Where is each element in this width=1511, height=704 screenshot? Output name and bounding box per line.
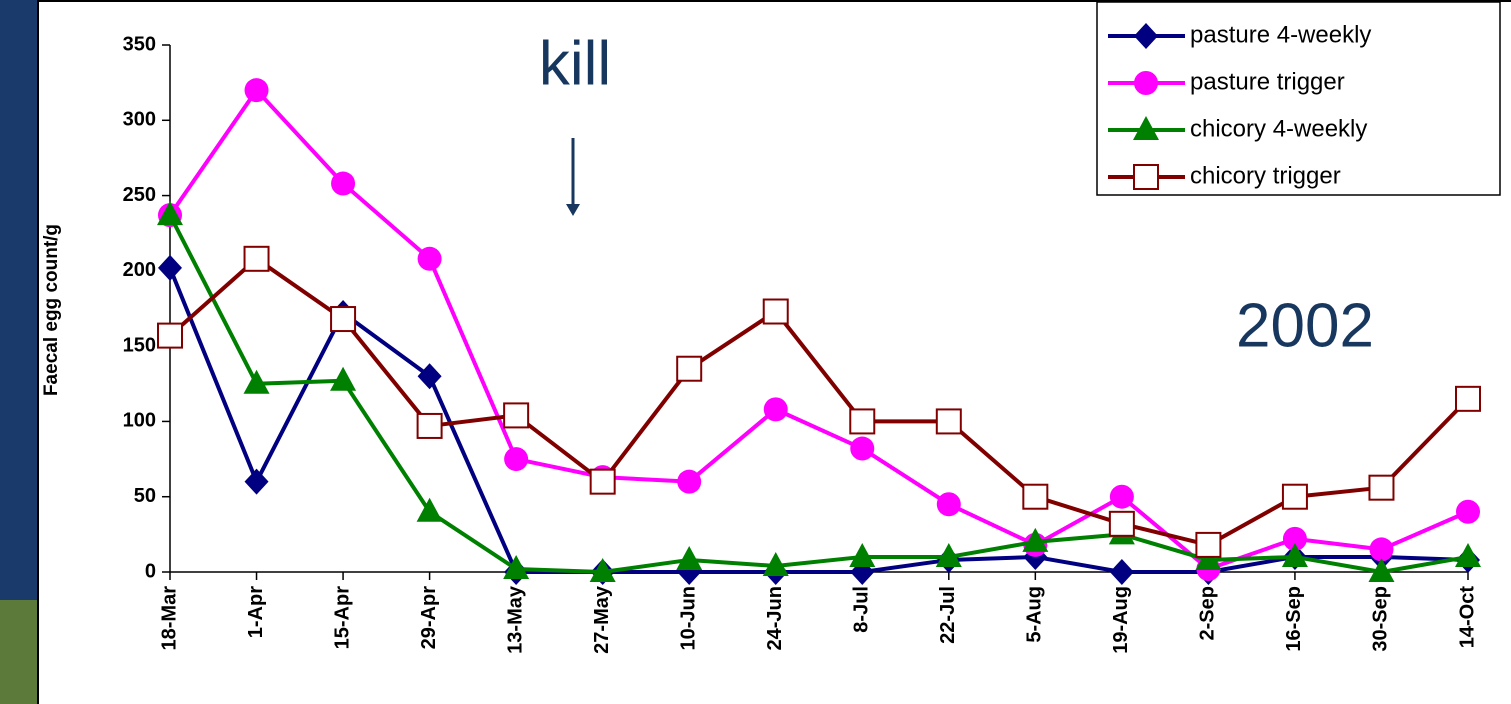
- data-point: [503, 554, 530, 579]
- data-point: [416, 497, 443, 522]
- data-point: [1195, 545, 1222, 570]
- data-point: [935, 542, 962, 567]
- data-point: [1455, 385, 1481, 412]
- x-tick-label: 8-Jul: [851, 586, 873, 633]
- data-point: [763, 397, 788, 422]
- series-line: [168, 267, 1469, 574]
- data-point: [1368, 474, 1395, 501]
- x-tick-label: 30-Sep: [1370, 586, 1392, 652]
- data-point: [330, 306, 357, 333]
- x-tick-label: 29-Apr: [418, 586, 440, 650]
- data-point: [243, 245, 270, 272]
- series-line: [168, 256, 1470, 547]
- data-point: [1109, 559, 1134, 585]
- x-tick-label: 16-Sep: [1283, 586, 1305, 652]
- x-tick-label: 24-Jun: [764, 586, 786, 650]
- data-point: [1108, 510, 1135, 537]
- legend-marker: [1133, 164, 1159, 190]
- data-point: [762, 298, 789, 325]
- side-image: [0, 600, 38, 704]
- arrow-head: [566, 204, 580, 216]
- legend-label: chicory trigger: [1190, 162, 1341, 189]
- legend-marker: [1134, 71, 1158, 95]
- data-point: [849, 542, 876, 567]
- data-point: [157, 322, 183, 349]
- data-point: [589, 558, 616, 582]
- data-point: [589, 468, 616, 495]
- data-point: [1368, 558, 1395, 582]
- data-point: [1022, 483, 1049, 510]
- x-tick-label: 14-Oct: [1456, 586, 1478, 649]
- x-tick-label: 13-May: [504, 585, 526, 654]
- data-point: [244, 468, 269, 495]
- legend-label: pasture 4-weekly: [1190, 21, 1371, 48]
- data-point: [1369, 537, 1394, 562]
- data-point: [1281, 483, 1308, 510]
- y-tick-label: 100: [123, 410, 156, 432]
- data-point: [1455, 542, 1481, 567]
- data-point: [503, 402, 530, 429]
- data-point: [762, 551, 789, 576]
- legend-marker: [1133, 116, 1159, 140]
- data-point: [1456, 499, 1480, 524]
- series-line: [168, 88, 1469, 571]
- legend-marker: [1134, 23, 1158, 49]
- y-tick-label: 350: [123, 33, 156, 55]
- data-point: [936, 492, 961, 517]
- y-tick-label: 200: [123, 259, 156, 281]
- x-tick-label: 2-Sep: [1197, 586, 1219, 640]
- data-point: [416, 412, 443, 439]
- data-point: [1282, 526, 1307, 551]
- x-tick-label: 1-Apr: [245, 586, 267, 638]
- data-point: [1281, 542, 1308, 567]
- legend-label: chicory 4-weekly: [1190, 115, 1367, 142]
- side-band: [0, 0, 38, 600]
- y-tick-label: 300: [123, 109, 156, 131]
- data-point: [676, 355, 703, 382]
- y-tick-label: 150: [123, 334, 156, 356]
- data-point: [158, 254, 182, 281]
- y-tick-label: 0: [145, 560, 156, 582]
- data-point: [157, 201, 183, 226]
- data-point: [676, 545, 703, 570]
- data-point: [935, 408, 962, 435]
- y-tick-label: 250: [123, 184, 156, 206]
- data-point: [331, 171, 356, 196]
- y-axis-label: Faecal egg count/g: [41, 224, 62, 396]
- x-tick-label: 15-Apr: [331, 586, 353, 650]
- data-point: [330, 366, 357, 391]
- data-point: [1195, 531, 1222, 558]
- data-point: [850, 436, 875, 461]
- data-point: [243, 369, 270, 394]
- series-line: [168, 214, 1469, 574]
- x-tick-label: 19-Aug: [1110, 586, 1132, 654]
- x-tick-label: 18-Mar: [158, 586, 180, 651]
- data-point: [417, 246, 442, 271]
- x-tick-label: 22-Jul: [937, 586, 959, 644]
- data-point: [244, 78, 269, 103]
- y-tick-label: 50: [134, 485, 156, 507]
- x-tick-label: 5-Aug: [1024, 586, 1046, 643]
- data-point: [417, 363, 442, 390]
- x-tick-label: 10-Jun: [677, 586, 699, 650]
- data-point: [1109, 484, 1134, 509]
- annotation: 2002: [1236, 291, 1374, 360]
- data-point: [677, 469, 702, 494]
- data-point: [849, 408, 876, 435]
- data-point: [504, 447, 529, 472]
- x-tick-label: 27-May: [591, 585, 613, 654]
- legend-label: pasture trigger: [1190, 68, 1345, 95]
- annotation: kill: [539, 29, 611, 98]
- data-point: [1022, 527, 1049, 552]
